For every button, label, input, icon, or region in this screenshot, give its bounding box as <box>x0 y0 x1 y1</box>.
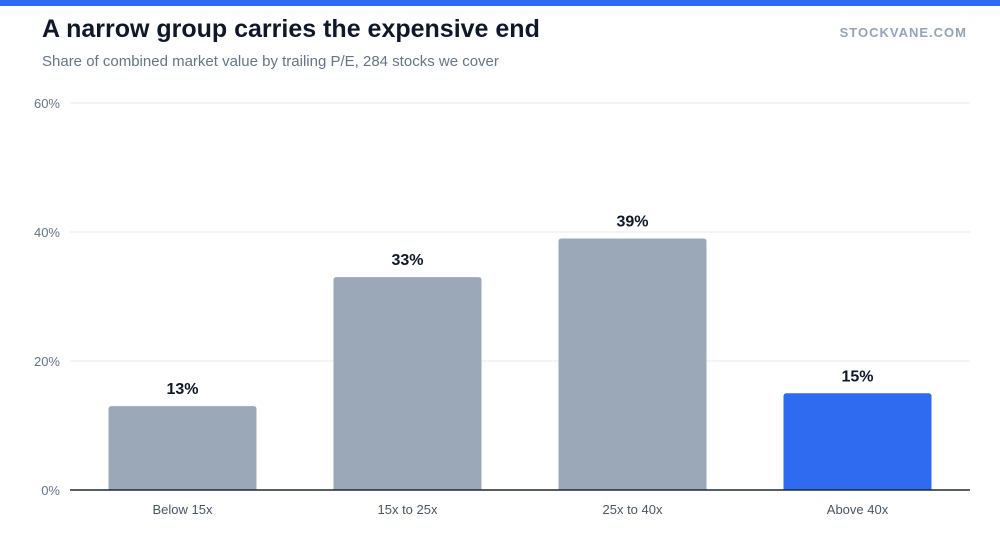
bar <box>783 393 932 490</box>
bar-value-label: 13% <box>166 381 198 398</box>
x-tick-label: Below 15x <box>153 502 213 517</box>
chart-subtitle: Share of combined market value by traili… <box>42 53 499 70</box>
chart-title: A narrow group carries the expensive end <box>42 15 540 43</box>
bar-value-label: 15% <box>841 368 873 385</box>
x-tick-label: 15x to 25x <box>378 502 438 517</box>
bar-value-label: 39% <box>616 213 648 230</box>
bar <box>108 406 257 490</box>
y-tick-label: 60% <box>34 96 60 111</box>
bar <box>558 238 707 490</box>
bar <box>333 277 482 490</box>
x-tick-label: Above 40x <box>827 502 889 517</box>
y-tick-label: 40% <box>34 225 60 240</box>
x-tick-label: 25x to 40x <box>603 502 663 517</box>
y-tick-label: 20% <box>34 354 60 369</box>
brand-label: STOCKVANE.COM <box>839 25 967 40</box>
top-accent-bar <box>0 0 1000 6</box>
y-tick-label: 0% <box>41 483 60 498</box>
bar-value-label: 33% <box>391 252 423 269</box>
